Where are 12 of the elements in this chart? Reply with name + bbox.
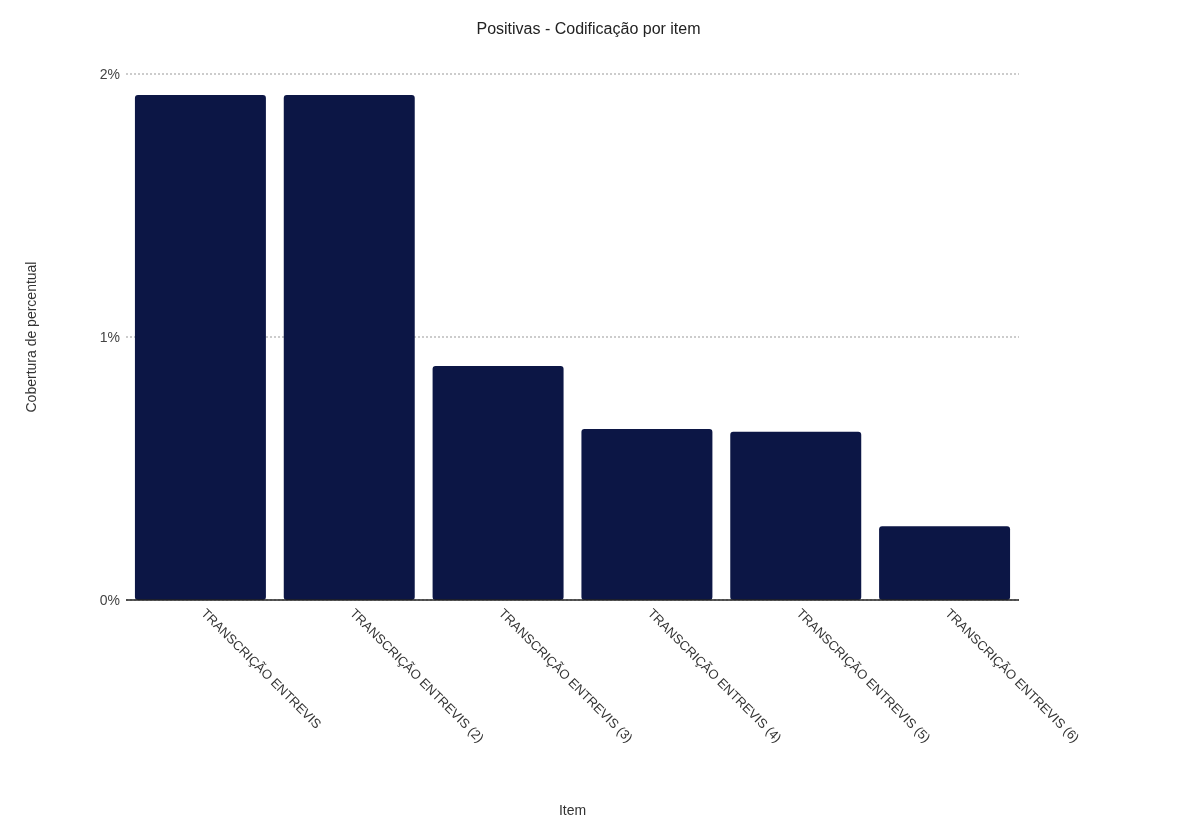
y-tick-label: 1% [99, 328, 120, 345]
bar [879, 526, 1011, 600]
bar [581, 429, 713, 600]
bar [730, 431, 862, 600]
y-axis-title: Cobertura de percentual [23, 261, 39, 413]
bar [283, 95, 415, 600]
chart-title: Positivas - Codificação por item [476, 20, 701, 37]
bar [432, 365, 564, 600]
y-tick-label: 0% [99, 591, 120, 608]
bar [134, 95, 266, 600]
x-axis-title: Item [558, 802, 587, 818]
y-tick-label: 2% [99, 65, 120, 82]
